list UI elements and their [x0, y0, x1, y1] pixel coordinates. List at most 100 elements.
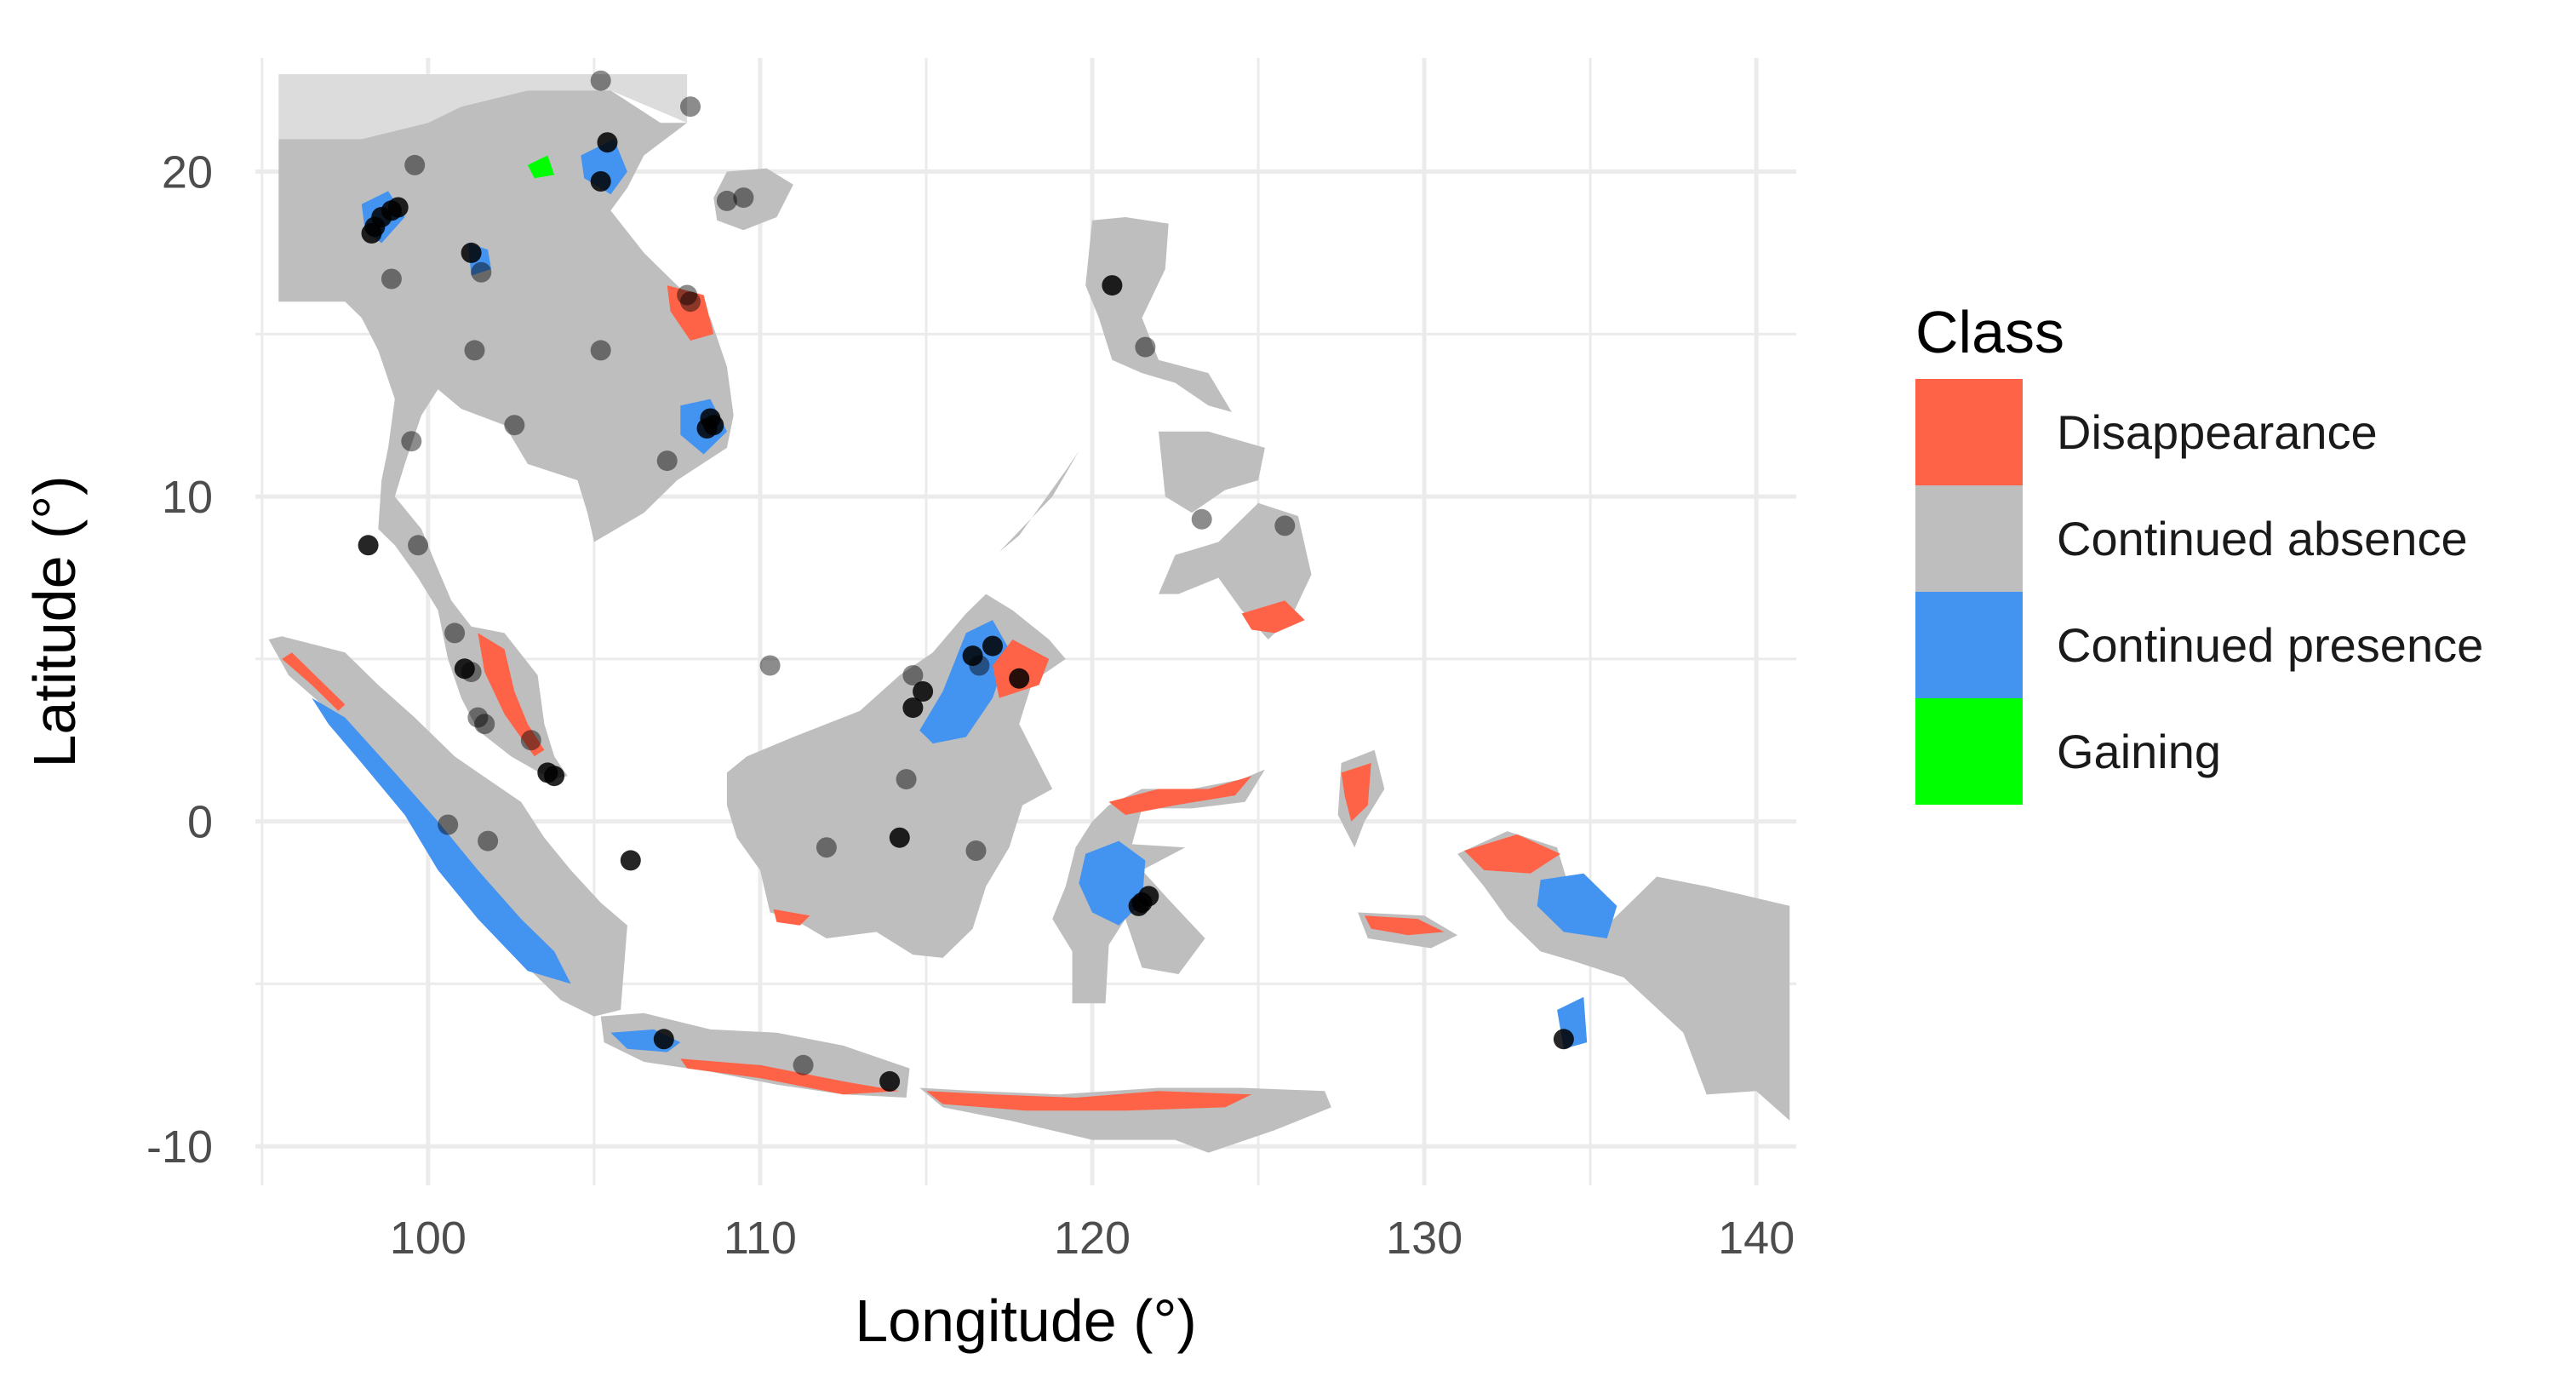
- sample-point-6: [381, 268, 402, 290]
- sample-point-46: [1009, 668, 1030, 689]
- sample-point-50: [965, 840, 987, 861]
- region-new-guinea-core: [1537, 873, 1617, 938]
- legend-label-gaining: Gaining: [2057, 725, 2222, 778]
- sample-point-45: [982, 635, 1003, 657]
- sample-point-47: [896, 769, 917, 790]
- sample-point-28: [444, 622, 466, 644]
- sample-point-21: [733, 187, 754, 209]
- sample-point-30: [461, 662, 482, 683]
- y-tick-label-0: 0: [187, 797, 213, 848]
- region-layer: [268, 90, 1790, 1153]
- sample-point-4: [361, 223, 382, 244]
- sample-point-13: [408, 535, 429, 556]
- x-tick-label-140: 140: [1718, 1213, 1795, 1264]
- sample-point-59: [793, 1054, 814, 1075]
- sample-point-42: [902, 697, 924, 719]
- y-axis-title: Latitude (°): [21, 475, 88, 767]
- region-china-north-patch: [527, 155, 555, 179]
- sample-point-44: [969, 655, 990, 676]
- sample-point-36: [438, 814, 459, 835]
- y-tick-label--10: -10: [146, 1121, 213, 1173]
- region-java: [600, 1012, 910, 1098]
- legend-item-disappearance: Disappearance: [1915, 379, 2562, 485]
- legend-key-disappearance: [1915, 379, 2023, 485]
- region-sumatra-west-edge: [282, 652, 346, 711]
- sample-point-18: [590, 171, 611, 192]
- axis-ticks: 100 110 120 130 140 -10 0 10 20: [146, 147, 1795, 1264]
- sample-point-49: [816, 837, 837, 858]
- sample-point-43: [962, 645, 983, 667]
- sample-points: [358, 70, 1574, 1092]
- sample-point-17: [597, 132, 618, 153]
- x-tick-label-130: 130: [1386, 1213, 1463, 1264]
- sample-point-57: [1131, 892, 1153, 913]
- sample-point-38: [620, 850, 641, 871]
- region-vietnam-central-edge: [667, 285, 714, 341]
- y-tick-label-20: 20: [162, 147, 213, 198]
- y-tick-label-10: 10: [162, 472, 213, 523]
- sample-point-60: [879, 1070, 901, 1092]
- legend-title: Class: [1915, 299, 2065, 365]
- region-visayas: [1159, 431, 1265, 513]
- region-seram-edge: [1364, 915, 1445, 936]
- region-java-south-edge: [680, 1058, 900, 1095]
- sample-point-41: [913, 681, 934, 702]
- sample-point-7: [404, 154, 426, 175]
- sample-point-20: [716, 190, 737, 211]
- sample-point-22: [677, 284, 698, 306]
- sample-point-54: [1274, 515, 1296, 536]
- sample-point-19: [680, 96, 701, 118]
- region-sulawesi-north-edge: [1108, 776, 1252, 815]
- region-halmahera-papua-patches: [1463, 834, 1560, 874]
- sample-point-16: [590, 70, 611, 91]
- sample-point-33: [520, 730, 541, 751]
- region-mindanao-edge: [1241, 600, 1305, 634]
- region-maluku-edge: [1341, 763, 1371, 822]
- legend-key-continued-presence: [1915, 592, 2023, 698]
- region-sumatra-west-core: [312, 697, 571, 984]
- sample-point-32: [474, 714, 495, 735]
- region-hainan: [713, 168, 793, 231]
- region-luzon: [1085, 217, 1232, 412]
- x-tick-label-110: 110: [724, 1213, 797, 1264]
- legend-key-continued-absence: [1915, 485, 2023, 592]
- legend-label-continued-presence: Continued presence: [2057, 618, 2484, 672]
- legend-label-disappearance: Disappearance: [2057, 405, 2378, 459]
- sample-point-15: [590, 340, 611, 361]
- sample-point-12: [358, 535, 379, 556]
- sample-point-26: [700, 408, 721, 429]
- sample-point-23: [680, 291, 701, 313]
- legend-item-continued-absence: Continued absence: [1915, 485, 2562, 592]
- sample-point-9: [471, 261, 492, 283]
- region-sulawesi: [1052, 769, 1265, 1004]
- legend: Class Disappearance Continued absence Co…: [1915, 285, 2562, 805]
- sample-point-40: [902, 665, 924, 685]
- sample-point-51: [1102, 275, 1123, 296]
- region-peninsular-malaysia-edge: [478, 633, 545, 757]
- sample-point-27: [656, 450, 678, 472]
- shade-north-band: [278, 74, 688, 140]
- sample-point-39: [759, 655, 781, 676]
- sample-point-35: [544, 766, 565, 787]
- sample-point-14: [504, 415, 525, 436]
- region-mainland-southeast-asia: [278, 90, 734, 780]
- sample-point-5: [387, 197, 409, 218]
- sample-point-11: [401, 431, 422, 452]
- legend-item-continued-presence: Continued presence: [1915, 592, 2562, 698]
- sample-point-58: [653, 1029, 674, 1050]
- region-sumatra: [268, 636, 627, 1017]
- sample-point-48: [889, 827, 910, 848]
- legend-item-gaining: Gaining: [1915, 698, 2562, 805]
- legend-label-continued-absence: Continued absence: [2057, 512, 2468, 565]
- region-borneo-southwest-edge: [773, 909, 810, 926]
- x-tick-label-120: 120: [1054, 1213, 1131, 1264]
- x-tick-label-100: 100: [390, 1213, 467, 1264]
- sample-point-10: [464, 340, 485, 361]
- sample-point-53: [1191, 508, 1212, 530]
- sample-point-31: [467, 707, 489, 728]
- region-new-guinea-west: [1457, 831, 1790, 1121]
- region-palawan: [999, 450, 1079, 552]
- sample-point-29: [454, 658, 475, 680]
